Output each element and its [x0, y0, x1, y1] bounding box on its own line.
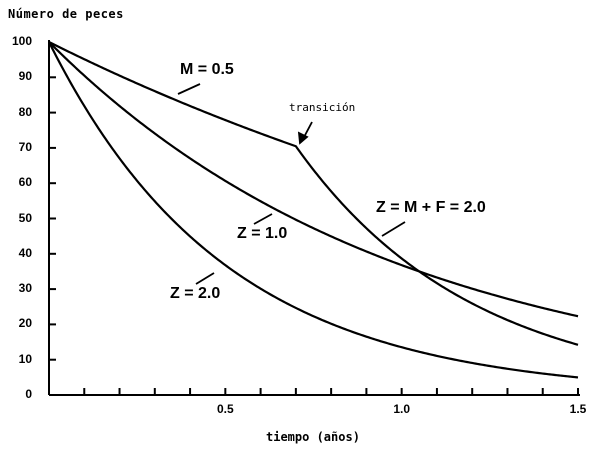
y-tick-label: 70 [18, 139, 32, 154]
y-tick-label: 60 [18, 175, 32, 190]
annotation-transition: transición [289, 101, 356, 114]
annotation-zmf: Z = M + F = 2.0 [376, 199, 486, 216]
y-axis-title: Número de peces [8, 7, 124, 21]
y-tick-label: 100 [11, 34, 32, 48]
curve-z2 [48, 41, 579, 379]
y-tick-label: 10 [18, 351, 32, 366]
y-tick-label: 20 [18, 316, 32, 331]
curves [48, 41, 579, 379]
y-tick-label: 90 [18, 69, 32, 84]
annotation-leaders [177, 83, 406, 285]
x-tick-label: 1.0 [393, 402, 410, 416]
y-tick-label: 0 [25, 387, 32, 401]
curve-m05-transition [48, 41, 579, 346]
leader-z1 [253, 213, 273, 225]
y-tick-label: 50 [18, 210, 32, 225]
axes [48, 40, 580, 396]
leader-z2 [195, 272, 215, 285]
annotation-m05: M = 0.5 [180, 61, 234, 78]
annotation-z1: Z = 1.0 [237, 225, 288, 242]
leader-m05 [177, 83, 201, 95]
x-tick-label: 1.5 [569, 402, 587, 416]
annotation-z2: Z = 2.0 [170, 285, 221, 302]
y-tick-label: 80 [18, 104, 32, 119]
transition-arrow-head [297, 131, 309, 145]
x-axis-title: tiempo (años) [266, 430, 360, 444]
leader-zmf [381, 221, 406, 237]
curve-z1 [48, 41, 579, 318]
y-tick-label: 40 [18, 245, 32, 260]
y-tick-label: 30 [18, 281, 32, 296]
x-tick-label: 0.5 [216, 402, 234, 416]
